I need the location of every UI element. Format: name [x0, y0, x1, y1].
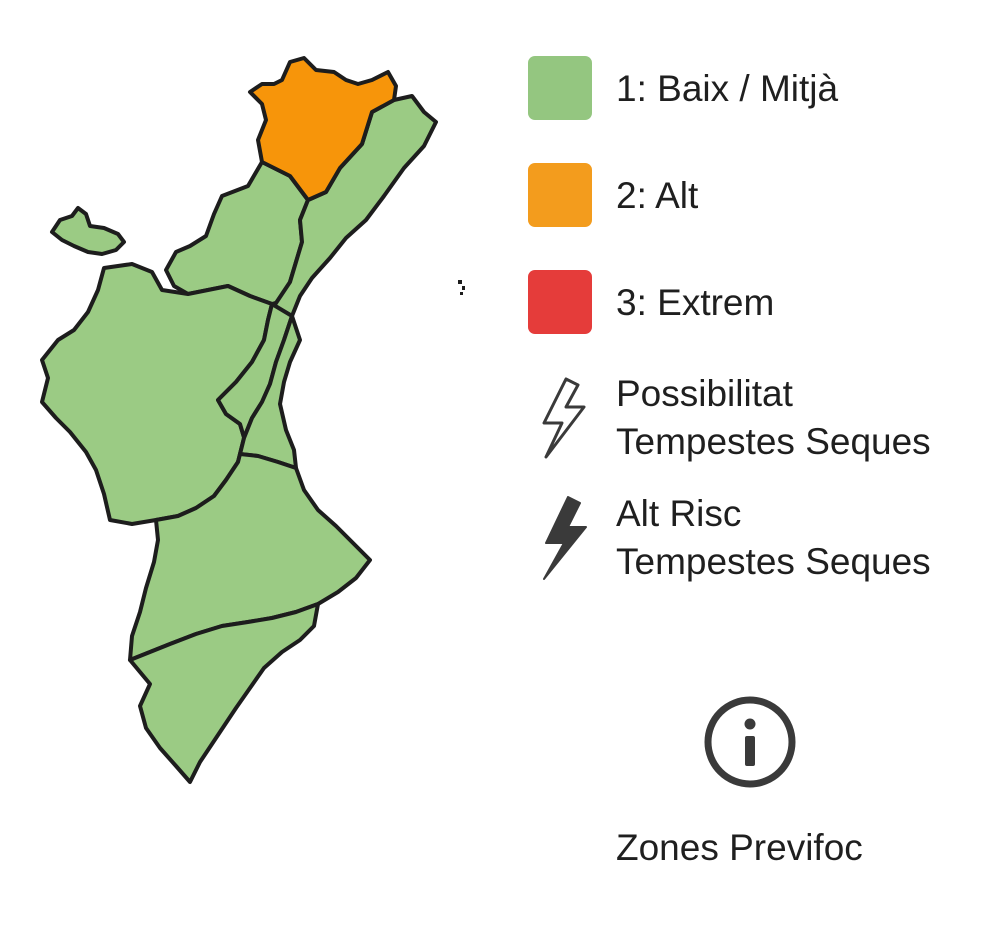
risk-map: [40, 56, 465, 784]
legend-level-1: 1: Baix / Mitjà: [528, 56, 838, 120]
dry-storm-possible-line2: Tempestes Seques: [616, 421, 931, 462]
legend-label-low: 1: Baix / Mitjà: [616, 67, 839, 109]
legend-level-2: 2: Alt: [528, 163, 698, 227]
legend-swatch-low: [528, 56, 592, 120]
zones-previfoc-link[interactable]: Zones Previfoc: [616, 827, 863, 868]
legend-swatch-extreme: [528, 270, 592, 334]
map-zone-interior-castello[interactable]: [164, 160, 310, 306]
dry-storm-possible-line1: Possibilitat: [616, 373, 793, 414]
lightning-outline-icon: [542, 377, 586, 459]
info-circle-icon[interactable]: [702, 694, 798, 790]
dry-storm-high-line1: Alt Risc: [616, 493, 742, 534]
lightning-filled-icon: [543, 496, 587, 580]
legend-swatch-high: [528, 163, 592, 227]
dry-storm-high-line2: Tempestes Seques: [616, 541, 931, 582]
legend-label-extreme: 3: Extrem: [616, 281, 775, 323]
map-zone-els-ports[interactable]: [248, 56, 398, 202]
map-islands: [458, 280, 465, 295]
legend-dry-storm-possible: Possibilitat Tempestes Seques: [536, 370, 931, 466]
legend-label-high: 2: Alt: [616, 174, 699, 216]
map-zone-ademuz[interactable]: [50, 206, 126, 256]
legend-dry-storm-high: Alt Risc Tempestes Seques: [536, 490, 931, 586]
map-zone-alacant[interactable]: [128, 602, 320, 784]
legend-level-3: 3: Extrem: [528, 270, 774, 334]
